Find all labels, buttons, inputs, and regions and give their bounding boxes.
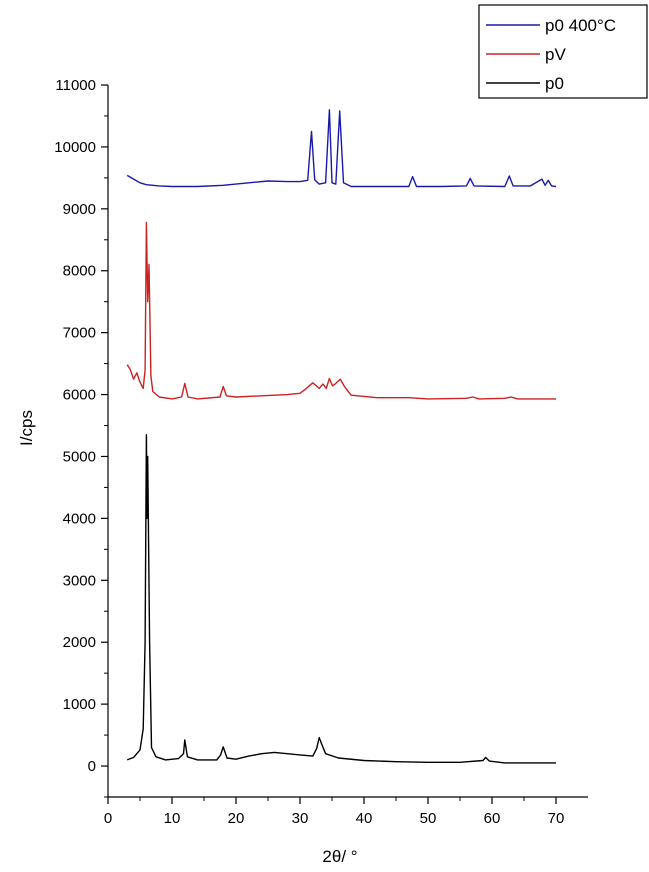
x-tick-label: 0 — [104, 810, 112, 827]
series-line-p0-400-c — [126, 109, 557, 188]
legend: p0 400°C pV p0 — [478, 4, 648, 99]
legend-label-p0: p0 — [545, 74, 564, 93]
y-tick-label: 1000 — [63, 696, 96, 713]
y-tick-label: 3000 — [63, 572, 96, 589]
x-tick-label: 20 — [228, 810, 245, 827]
legend-label-p0-400c: p0 400°C — [545, 16, 616, 35]
y-axis-ticks: 0 1000 2000 3000 4000 5000 6000 7000 8000 9000 100… — [54, 77, 108, 798]
y-axis-title: I/cps — [17, 410, 36, 446]
series-line-p0 — [126, 434, 556, 764]
x-tick-label: 40 — [356, 810, 373, 827]
y-tick-label: 2000 — [63, 634, 96, 651]
x-tick-label: 50 — [420, 810, 437, 827]
x-tick-label: 60 — [484, 810, 501, 827]
x-axis-ticks: 0 10 20 30 40 50 60 70 — [104, 797, 565, 827]
legend-label-pv: pV — [545, 45, 566, 64]
x-axis-title: 2θ/ ° — [322, 847, 357, 866]
y-tick-label: 4000 — [63, 510, 96, 527]
y-tick-label: 7000 — [63, 325, 96, 342]
x-tick-label: 10 — [164, 810, 181, 827]
series-line-pv — [126, 221, 556, 400]
series-layer — [126, 109, 557, 764]
y-tick-label: 11000 — [55, 77, 96, 94]
x-tick-label: 30 — [292, 810, 309, 827]
x-tick-label: 70 — [548, 810, 565, 827]
y-tick-label: 6000 — [63, 387, 96, 404]
y-tick-label: 9000 — [63, 201, 96, 218]
y-tick-label: 8000 — [63, 263, 96, 280]
y-tick-label: 5000 — [63, 448, 96, 465]
y-tick-label: 10000 — [54, 139, 96, 156]
y-tick-label: 0 — [88, 758, 96, 775]
